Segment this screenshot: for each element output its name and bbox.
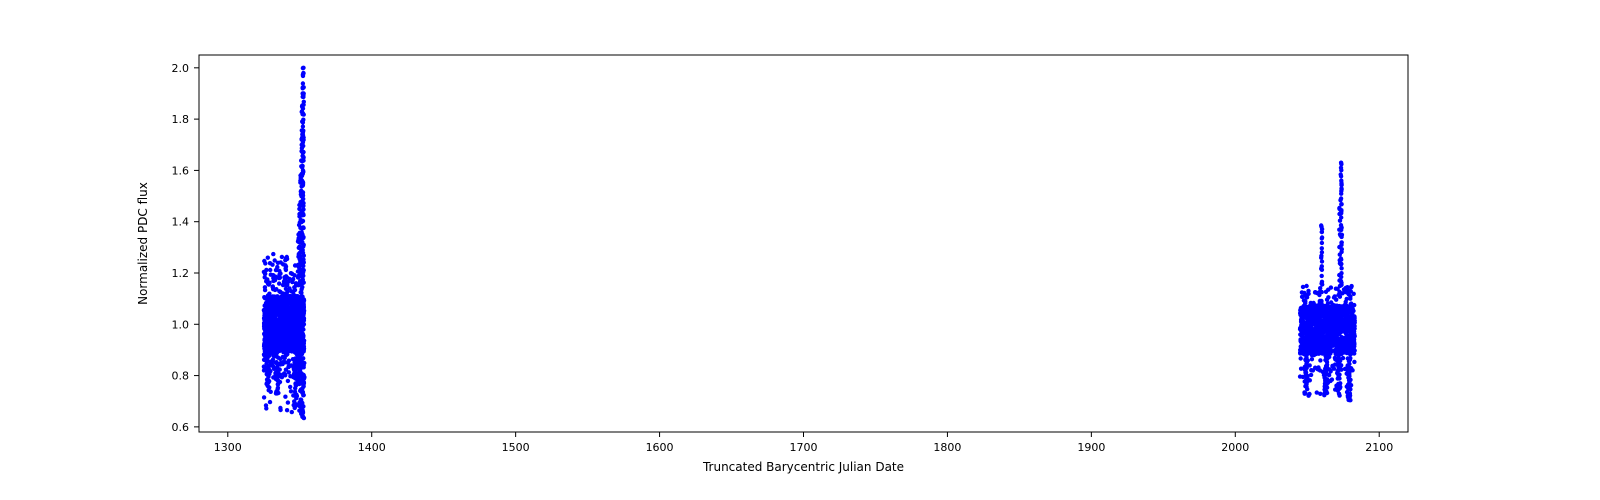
y-tick-label: 1.2 — [172, 267, 190, 280]
y-tick-label: 1.8 — [172, 113, 190, 126]
x-tick-label: 2100 — [1365, 441, 1393, 454]
x-tick-label: 1700 — [790, 441, 818, 454]
x-tick-label: 1600 — [646, 441, 674, 454]
chart-svg: 1300 1400 1500 1600 1700 1800 1900 2000 2100 0.6 0… — [0, 0, 1600, 500]
x-tick-label: 1900 — [1077, 441, 1105, 454]
y-tick-label: 0.8 — [172, 370, 190, 383]
x-tick-label: 1500 — [502, 441, 530, 454]
y-tick-label: 1.4 — [172, 216, 190, 229]
x-tick-label: 1400 — [358, 441, 386, 454]
x-tick-label: 1300 — [214, 441, 242, 454]
x-axis-label: Truncated Barycentric Julian Date — [702, 460, 904, 474]
y-tick-label: 2.0 — [172, 62, 190, 75]
light-curve-scatter-plot: 1300 1400 1500 1600 1700 1800 1900 2000 2100 0.6 0… — [0, 0, 1600, 500]
x-tick-label: 1800 — [933, 441, 961, 454]
y-tick-label: 1.6 — [172, 164, 190, 177]
y-tick-label: 1.0 — [172, 318, 190, 331]
x-tick-label: 2000 — [1221, 441, 1249, 454]
y-tick-label: 0.6 — [172, 421, 190, 434]
chart-background — [0, 0, 1600, 500]
y-axis-label: Normalized PDC flux — [136, 182, 150, 305]
